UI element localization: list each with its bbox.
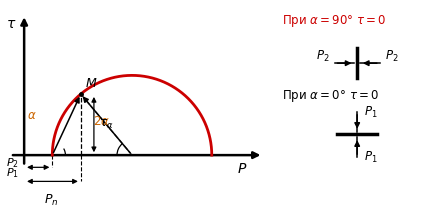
Text: $P_2$: $P_2$ bbox=[385, 49, 399, 64]
Text: $M$: $M$ bbox=[84, 77, 97, 90]
Text: $P$: $P$ bbox=[236, 162, 247, 176]
Text: При $\alpha = 0°\  \tau = 0$: При $\alpha = 0°\ \tau = 0$ bbox=[282, 88, 379, 103]
Text: $P_1$: $P_1$ bbox=[5, 166, 18, 180]
Text: $P_n$: $P_n$ bbox=[44, 193, 59, 208]
Text: $P_1$: $P_1$ bbox=[364, 104, 377, 120]
Text: $\tau$: $\tau$ bbox=[6, 17, 17, 31]
Text: $\alpha$: $\alpha$ bbox=[27, 109, 37, 122]
Text: $P_2$: $P_2$ bbox=[316, 49, 329, 64]
Text: При $\alpha = 90°\ \tau = 0$: При $\alpha = 90°\ \tau = 0$ bbox=[282, 12, 387, 29]
Text: $2\alpha$: $2\alpha$ bbox=[93, 115, 110, 128]
Text: $P_1$: $P_1$ bbox=[364, 149, 377, 165]
Text: $\tau_\alpha$: $\tau_\alpha$ bbox=[99, 118, 113, 131]
Text: $P_2$: $P_2$ bbox=[6, 157, 18, 170]
